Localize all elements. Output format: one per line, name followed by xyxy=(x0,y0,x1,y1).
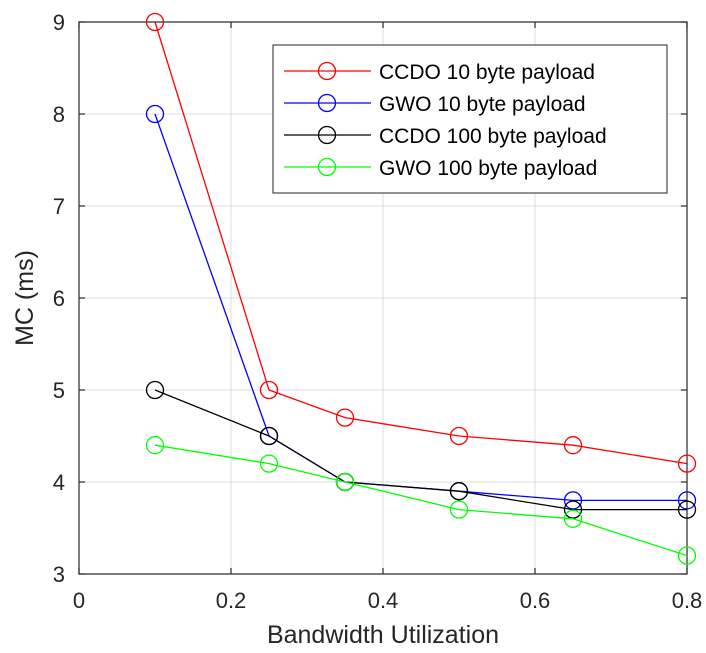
legend-box xyxy=(272,44,668,194)
data-point xyxy=(449,500,469,519)
x-tick-label: 0 xyxy=(73,588,85,613)
series-4 xyxy=(145,436,697,565)
y-tick-label: 6 xyxy=(53,286,65,311)
legend-item: CCDO 100 byte payload xyxy=(284,125,607,148)
data-point xyxy=(563,436,583,455)
data-point xyxy=(563,509,583,528)
y-tick-label: 7 xyxy=(53,194,65,219)
x-axis-title: Bandwidth Utilization xyxy=(267,621,499,649)
data-point xyxy=(449,426,469,446)
y-tick-label: 3 xyxy=(53,562,65,587)
x-tick-label: 0.8 xyxy=(672,588,703,613)
legend-label: CCDO 10 byte payload xyxy=(379,61,595,84)
data-point xyxy=(677,546,697,565)
series-1 xyxy=(145,12,697,473)
data-point xyxy=(259,426,279,446)
data-point xyxy=(259,380,279,400)
data-point xyxy=(677,491,697,510)
legend-marker xyxy=(317,93,337,113)
series-line xyxy=(154,21,688,465)
series-3 xyxy=(145,380,697,519)
data-point xyxy=(563,491,583,510)
legend: CCDO 10 byte payload GWO 10 byte payload C… xyxy=(272,44,668,194)
y-tick-label: 4 xyxy=(53,470,65,495)
y-tick-label: 5 xyxy=(53,378,65,403)
y-axis-title: MC (ms) xyxy=(11,250,39,346)
y-tick-label: 8 xyxy=(53,102,65,127)
data-point xyxy=(145,436,165,455)
data-point xyxy=(677,500,697,519)
data-point xyxy=(145,104,165,124)
legend-marker xyxy=(317,157,337,177)
data-point xyxy=(449,482,469,501)
data-point xyxy=(335,408,355,427)
legend-marker xyxy=(317,61,337,81)
data-point xyxy=(259,454,279,473)
legend-marker xyxy=(317,125,337,145)
series-line xyxy=(154,444,688,557)
data-point xyxy=(145,380,165,400)
series-group xyxy=(145,12,697,565)
legend-label: CCDO 100 byte payload xyxy=(379,125,607,148)
y-tick-label: 9 xyxy=(53,10,65,35)
series-line xyxy=(154,389,687,511)
legend-label: GWO 10 byte payload xyxy=(379,93,586,116)
legend-item: GWO 100 byte payload xyxy=(284,157,597,180)
data-point xyxy=(335,472,355,492)
legend-item: CCDO 10 byte payload xyxy=(284,61,595,84)
legend-item: GWO 10 byte payload xyxy=(284,93,586,116)
data-point xyxy=(677,454,697,473)
legend-label: GWO 100 byte payload xyxy=(379,157,597,180)
x-tick-label: 0.2 xyxy=(216,588,247,613)
data-point xyxy=(145,12,165,32)
x-tick-label: 0.6 xyxy=(520,588,551,613)
axis-ticks: 0 0.2 0.4 0.6 0.8 3 4 5 6 7 8 9 xyxy=(53,10,703,613)
data-point xyxy=(563,500,583,519)
x-tick-label: 0.4 xyxy=(368,588,399,613)
